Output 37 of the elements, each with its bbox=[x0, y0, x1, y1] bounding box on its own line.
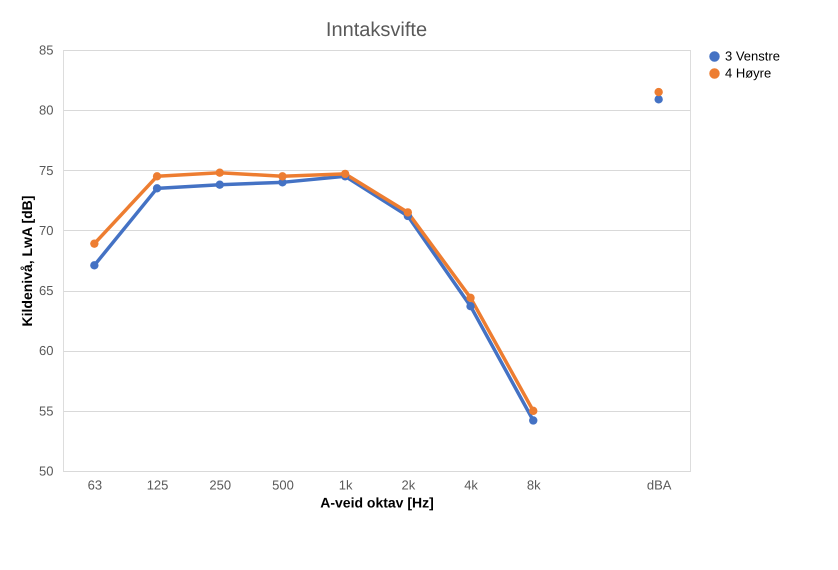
x-tick-label: 250 bbox=[209, 478, 232, 492]
point bbox=[529, 416, 538, 425]
y-tick-label: 55 bbox=[39, 403, 54, 418]
point bbox=[278, 172, 287, 180]
legend-label: 4 Høyre bbox=[725, 66, 772, 80]
point bbox=[340, 170, 350, 178]
point bbox=[529, 406, 538, 416]
x-tick-label: 125 bbox=[146, 478, 168, 492]
x-tick-label: dBA bbox=[646, 478, 672, 492]
x-tick-label: 63 bbox=[88, 478, 102, 492]
point bbox=[216, 168, 224, 177]
x-tick-label: 8k bbox=[526, 478, 542, 492]
point bbox=[466, 294, 475, 302]
point bbox=[90, 239, 99, 248]
chart-title: Inntaksvifte bbox=[326, 19, 428, 41]
point bbox=[90, 261, 99, 270]
y-tick-label: 85 bbox=[39, 42, 54, 58]
point bbox=[654, 95, 663, 104]
y-tick-label: 80 bbox=[39, 102, 54, 118]
y-tick-label: 70 bbox=[39, 222, 54, 238]
y-axis-title: Kildenivå, LwA [dB] bbox=[19, 196, 36, 326]
point bbox=[152, 172, 162, 180]
x-tick-label: 500 bbox=[272, 478, 294, 492]
y-tick-label: 75 bbox=[39, 162, 54, 178]
point bbox=[466, 302, 475, 310]
point bbox=[152, 184, 162, 193]
point bbox=[216, 180, 224, 189]
x-tick-label: 1k bbox=[338, 478, 354, 492]
legend-label: 3 Venstre bbox=[725, 48, 780, 64]
y-tick-label: 60 bbox=[39, 343, 54, 358]
x-tick-label: 4k bbox=[464, 478, 478, 492]
x-axis-title: A-veid oktav [Hz] bbox=[320, 494, 434, 510]
y-tick-label: 50 bbox=[39, 464, 54, 478]
y-tick-label: 65 bbox=[39, 283, 54, 298]
point bbox=[654, 88, 663, 96]
x-tick-label: 2k bbox=[401, 478, 416, 492]
point bbox=[404, 208, 412, 217]
